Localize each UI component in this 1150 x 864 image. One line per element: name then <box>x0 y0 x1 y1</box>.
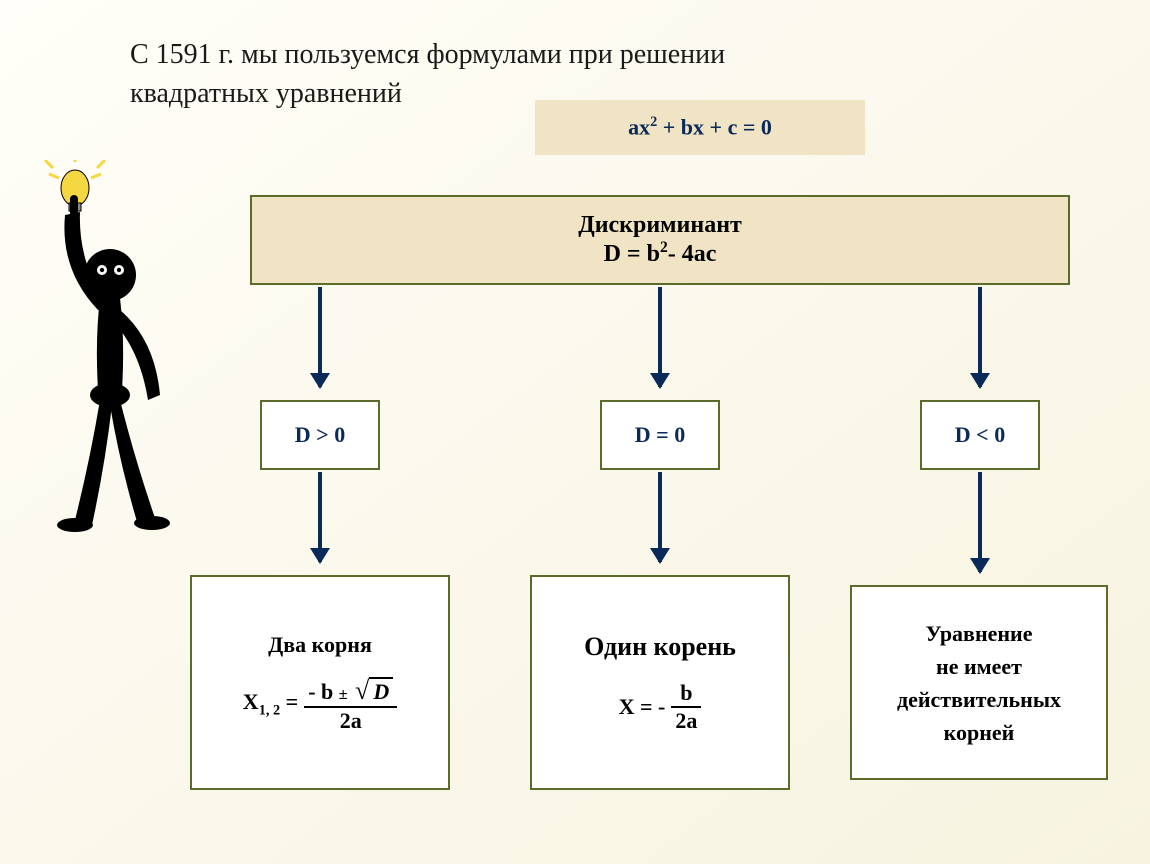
discriminant-formula: D = b2- 4ac <box>604 239 717 268</box>
cond-zero-text: D = 0 <box>635 422 685 448</box>
equation-box: ax2 + bx + c = 0 <box>535 100 865 155</box>
cond-positive-text: D > 0 <box>295 422 345 448</box>
arrow-pos-to-result <box>318 472 322 562</box>
cond-zero-box: D = 0 <box>600 400 720 470</box>
two-roots-formula: X1, 2 = - b ± √D 2a <box>243 676 397 734</box>
no-roots-l2: не имеет <box>936 650 1022 683</box>
cond-negative-box: D < 0 <box>920 400 1040 470</box>
no-roots-l3: действительных <box>897 683 1061 716</box>
arrow-zero-to-result <box>658 472 662 562</box>
cond-negative-text: D < 0 <box>955 422 1005 448</box>
cond-positive-box: D > 0 <box>260 400 380 470</box>
one-root-title: Один корень <box>584 632 736 662</box>
one-root-formula: X = - b 2a <box>619 680 702 734</box>
title-line-2: квадратных уравнений <box>130 78 402 109</box>
arrow-disc-to-pos <box>318 287 322 387</box>
no-roots-l1: Уравнение <box>925 617 1032 650</box>
no-roots-l4: корней <box>944 716 1015 749</box>
thinking-figure-icon <box>20 160 220 540</box>
title-line-1: С 1591 г. мы пользуемся формулами при ре… <box>130 39 725 70</box>
result-no-roots-box: Уравнение не имеет действительных корней <box>850 585 1108 780</box>
equation-formula: ax2 + bx + c = 0 <box>628 114 772 140</box>
discriminant-label: Дискриминант <box>578 212 742 239</box>
arrow-disc-to-neg <box>978 287 982 387</box>
result-two-roots-box: Два корня X1, 2 = - b ± √D 2a <box>190 575 450 790</box>
result-one-root-box: Один корень X = - b 2a <box>530 575 790 790</box>
arrow-neg-to-result <box>978 472 982 572</box>
arrow-disc-to-zero <box>658 287 662 387</box>
discriminant-box: Дискриминант D = b2- 4ac <box>250 195 1070 285</box>
two-roots-title: Два корня <box>268 632 372 658</box>
